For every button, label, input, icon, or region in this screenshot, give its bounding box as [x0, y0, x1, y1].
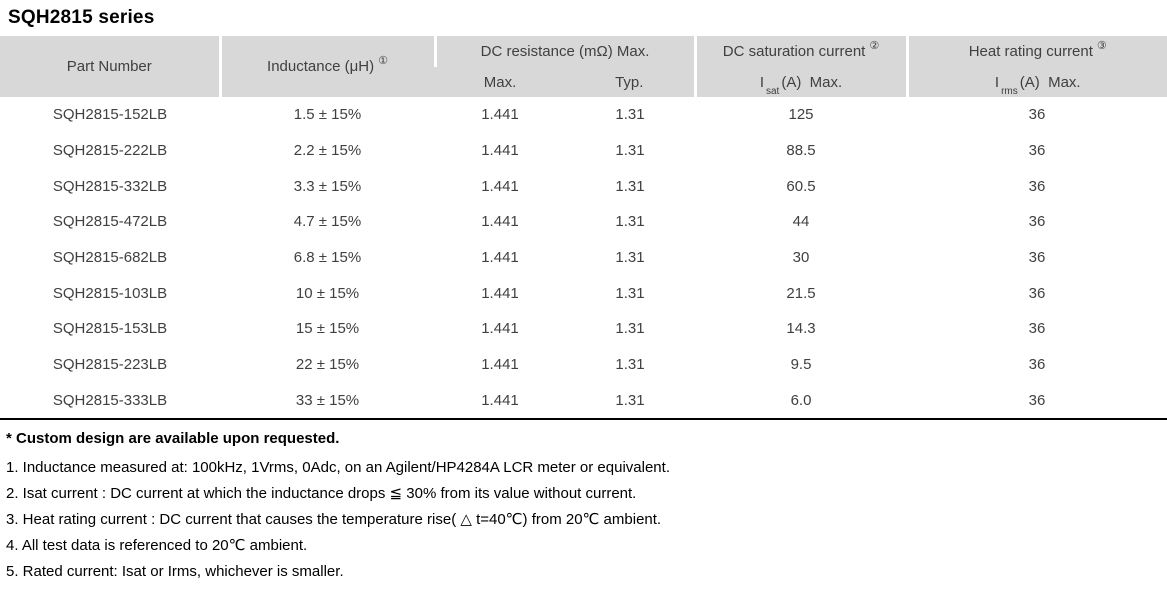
irms-cell: 36 — [907, 132, 1167, 169]
table-row: SQH2815-333LB 33 ± 15% 1.441 1.31 6.0 36 — [0, 382, 1167, 421]
isat-cell: 125 — [695, 97, 907, 133]
footnote-ref-3-icon: ③ — [1096, 40, 1107, 52]
column-header-inductance-label: Inductance (μH) — [267, 58, 375, 75]
dcr-typ-cell: 1.31 — [565, 239, 695, 276]
footnote-3: 3. Heat rating current : DC current that… — [6, 511, 662, 529]
footnote-2: 2. Isat current : DC current at which th… — [6, 485, 637, 503]
isat-cell: 21.5 — [695, 275, 907, 312]
inductance-cell: 6.8 ± 15% — [220, 239, 435, 276]
column-header-dc-resistance: DC resistance (mΩ) Max. — [433, 36, 695, 67]
dcr-typ-cell: 1.31 — [565, 168, 695, 205]
footnote-ref-1-icon: ① — [378, 55, 388, 67]
subcolumn-header-dcr-max-label: Max. — [483, 73, 517, 91]
footnote-1: 1. Inductance measured at: 100kHz, 1Vrms… — [6, 459, 670, 477]
column-header-part-number-label: Part Number — [66, 58, 152, 75]
dcr-typ-cell: 1.31 — [565, 275, 695, 312]
footnote-4: 4. All test data is referenced to 20℃ am… — [6, 537, 308, 555]
dcr-max-cell: 1.441 — [435, 132, 565, 169]
inductance-cell: 15 ± 15% — [220, 311, 435, 347]
dcr-max-cell: 1.441 — [435, 97, 565, 133]
part-number-cell: SQH2815-472LB — [0, 204, 220, 240]
part-number-cell: SQH2815-103LB — [0, 275, 220, 312]
column-header-heat-rating: Heat rating current ③ — [905, 36, 1167, 67]
table-row: SQH2815-103LB 10 ± 15% 1.441 1.31 21.5 3… — [0, 275, 1167, 312]
inductance-cell: 10 ± 15% — [220, 275, 435, 312]
inductance-cell: 1.5 ± 15% — [220, 97, 435, 133]
subcolumn-header-dcr-max: Max. — [435, 67, 565, 97]
column-header-part-number: Part Number — [0, 36, 220, 97]
subcolumn-header-isat: Isat(A) Max. — [693, 67, 907, 97]
irms-units: (A) Max. — [1019, 73, 1081, 91]
irms-symbol: I — [994, 73, 1000, 91]
dcr-typ-cell: 1.31 — [565, 311, 695, 347]
table-row: SQH2815-153LB 15 ± 15% 1.441 1.31 14.3 3… — [0, 311, 1167, 347]
subcolumn-header-dcr-typ: Typ. — [565, 67, 695, 97]
column-header-inductance: Inductance (μH) ① — [218, 36, 435, 97]
isat-cell: 30 — [695, 239, 907, 276]
isat-subscript: sat — [765, 85, 780, 97]
dcr-max-cell: 1.441 — [435, 275, 565, 312]
dcr-max-cell: 1.441 — [435, 311, 565, 347]
isat-cell: 9.5 — [695, 346, 907, 383]
isat-cell: 44 — [695, 204, 907, 240]
dcr-max-cell: 1.441 — [435, 204, 565, 240]
irms-cell: 36 — [907, 97, 1167, 133]
part-number-cell: SQH2815-153LB — [0, 311, 220, 347]
part-number-cell: SQH2815-332LB — [0, 168, 220, 205]
footnotes-section: * Custom design are available upon reque… — [0, 420, 1167, 585]
dcr-typ-cell: 1.31 — [565, 382, 695, 421]
inductance-cell: 22 ± 15% — [220, 346, 435, 383]
part-number-cell: SQH2815-223LB — [0, 346, 220, 383]
dcr-max-cell: 1.441 — [435, 382, 565, 421]
isat-cell: 60.5 — [695, 168, 907, 205]
irms-cell: 36 — [907, 311, 1167, 347]
custom-design-note: * Custom design are available upon reque… — [6, 430, 340, 448]
table-row: SQH2815-682LB 6.8 ± 15% 1.441 1.31 30 36 — [0, 239, 1167, 276]
irms-cell: 36 — [907, 204, 1167, 240]
part-number-cell: SQH2815-333LB — [0, 382, 220, 421]
dcr-typ-cell: 1.31 — [565, 132, 695, 169]
irms-subscript: rms — [1001, 85, 1018, 97]
dcr-typ-cell: 1.31 — [565, 204, 695, 240]
subcolumn-header-irms: Irms(A) Max. — [905, 67, 1167, 97]
footnote-ref-2-icon: ② — [869, 40, 880, 52]
table-row: SQH2815-472LB 4.7 ± 15% 1.441 1.31 44 36 — [0, 204, 1167, 240]
subcolumn-header-dcr-typ-label: Typ. — [615, 73, 644, 91]
irms-cell: 36 — [907, 168, 1167, 205]
dcr-typ-cell: 1.31 — [565, 346, 695, 383]
spec-table-header: Part Number Inductance (μH) ① DC resistan… — [0, 36, 1167, 97]
column-header-dc-resistance-label: DC resistance (mΩ) Max. — [480, 43, 650, 60]
column-header-dc-saturation-label: DC saturation current — [722, 43, 866, 60]
column-header-dc-saturation: DC saturation current ② — [693, 36, 907, 67]
inductance-cell: 33 ± 15% — [220, 382, 435, 421]
column-header-heat-rating-label: Heat rating current — [968, 43, 1093, 60]
isat-symbol: I — [759, 73, 764, 91]
part-number-cell: SQH2815-222LB — [0, 132, 220, 169]
dcr-typ-cell: 1.31 — [565, 97, 695, 133]
table-row: SQH2815-332LB 3.3 ± 15% 1.441 1.31 60.5 … — [0, 168, 1167, 205]
isat-cell: 6.0 — [695, 382, 907, 421]
dcr-max-cell: 1.441 — [435, 239, 565, 276]
part-number-cell: SQH2815-682LB — [0, 239, 220, 276]
inductance-cell: 3.3 ± 15% — [220, 168, 435, 205]
inductance-cell: 4.7 ± 15% — [220, 204, 435, 240]
isat-cell: 88.5 — [695, 132, 907, 169]
irms-cell: 36 — [907, 346, 1167, 383]
isat-cell: 14.3 — [695, 311, 907, 347]
irms-cell: 36 — [907, 275, 1167, 312]
table-body: SQH2815-152LB 1.5 ± 15% 1.441 1.31 125 3… — [0, 97, 1167, 421]
page-title: SQH2815 series — [8, 7, 155, 28]
dcr-max-cell: 1.441 — [435, 346, 565, 383]
spec-table: Part Number Inductance (μH) ① DC resistan… — [0, 36, 1167, 421]
table-row: SQH2815-152LB 1.5 ± 15% 1.441 1.31 125 3… — [0, 97, 1167, 133]
dcr-max-cell: 1.441 — [435, 168, 565, 205]
irms-cell: 36 — [907, 239, 1167, 276]
footnote-5: 5. Rated current: Isat or Irms, whicheve… — [6, 563, 344, 581]
part-number-cell: SQH2815-152LB — [0, 97, 220, 133]
isat-units: (A) Max. — [781, 73, 843, 91]
inductance-cell: 2.2 ± 15% — [220, 132, 435, 169]
table-row: SQH2815-223LB 22 ± 15% 1.441 1.31 9.5 36 — [0, 346, 1167, 383]
irms-cell: 36 — [907, 382, 1167, 421]
table-row: SQH2815-222LB 2.2 ± 15% 1.441 1.31 88.5 … — [0, 132, 1167, 169]
